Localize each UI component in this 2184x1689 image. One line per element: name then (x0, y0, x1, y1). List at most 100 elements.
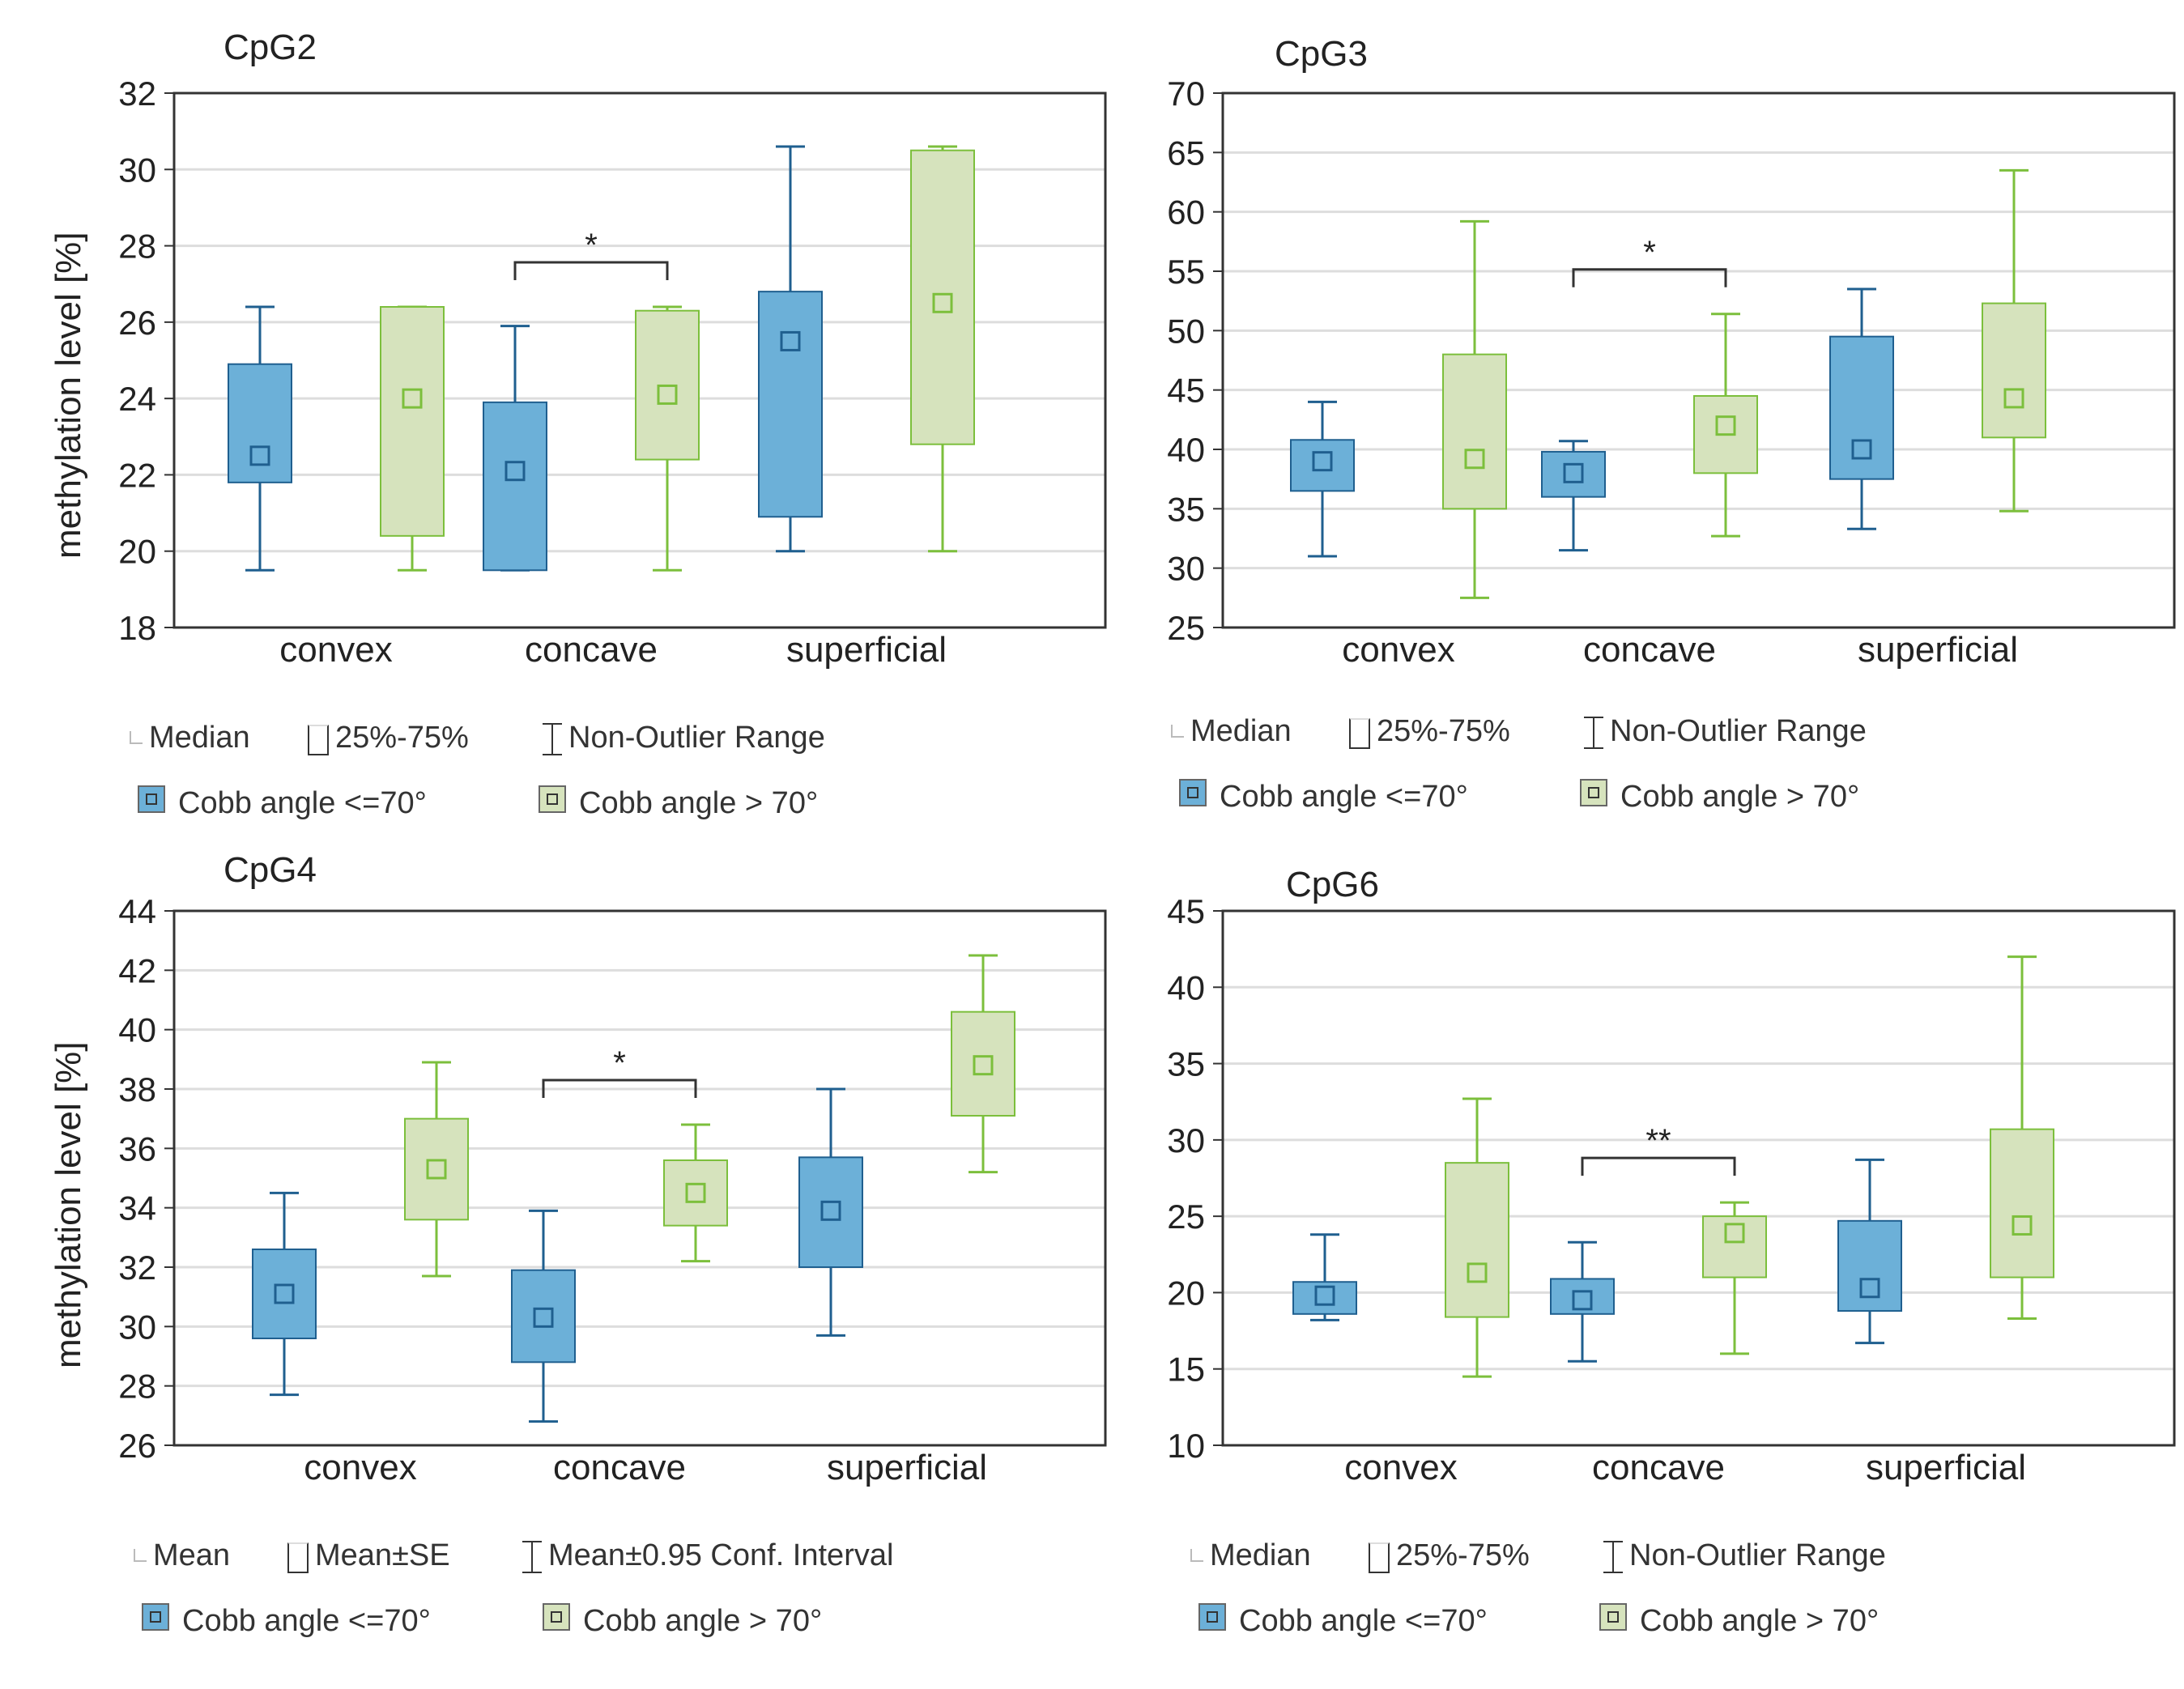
box (758, 291, 823, 518)
significance-bracket (1572, 268, 1727, 287)
y-tick-label: 28 (118, 228, 156, 266)
median-glyph-icon (1190, 1549, 1203, 1562)
box (511, 1269, 576, 1364)
center-marker (973, 1055, 994, 1076)
box (380, 306, 445, 537)
legend-iqr: 25%-75% (1369, 1538, 1530, 1573)
y-tick-label: 10 (1167, 1427, 1205, 1465)
x-tick-label: superficial (1858, 630, 2018, 670)
box (1990, 1128, 2054, 1278)
legend-median: Median (1171, 714, 1292, 749)
y-tick-label: 38 (118, 1070, 156, 1108)
x-tick-label: concave (1592, 1448, 1725, 1487)
legend-low-cobb: Cobb angle <=70° (1198, 1603, 1488, 1639)
box-glyph-icon (1369, 1542, 1390, 1573)
whisker-glyph-icon (543, 723, 562, 755)
box (228, 363, 292, 483)
median-glyph-icon (130, 731, 143, 744)
plot-frame (172, 91, 1107, 629)
y-tick-label: 50 (1167, 312, 1205, 350)
y-tick-label: 18 (118, 609, 156, 647)
y-tick-label: 20 (1167, 1274, 1205, 1312)
x-tick-label: convex (1342, 630, 1454, 670)
box (798, 1156, 863, 1269)
legend-ci: Mean±0.95 Conf. Interval (522, 1538, 893, 1573)
plot-area: 18 20 22 24 26 28 30 32 convex concave superficial… (118, 74, 1107, 670)
y-tick-label: 35 (1167, 490, 1205, 528)
blue-swatch-icon (1198, 1603, 1226, 1631)
blue-swatch-icon (142, 1603, 169, 1631)
green-swatch-icon (543, 1603, 570, 1631)
y-tick-label: 45 (1167, 892, 1205, 930)
x-tick-label: superficial (1866, 1448, 2026, 1487)
center-marker (1563, 462, 1584, 483)
whisker-glyph-icon (1584, 717, 1603, 749)
y-tick-label: 70 (1167, 74, 1205, 113)
legend-high-cobb: Cobb angle > 70° (543, 1603, 822, 1639)
chart-title: CpG4 (224, 850, 317, 890)
y-tick-label: 60 (1167, 194, 1205, 232)
box-glyph-icon (308, 725, 329, 755)
box (1829, 335, 1894, 480)
center-marker (2012, 1215, 2033, 1236)
y-tick-label: 26 (118, 304, 156, 342)
center-marker (274, 1283, 295, 1304)
box (1442, 353, 1507, 510)
x-tick-label: concave (553, 1448, 686, 1487)
center-marker (533, 1307, 554, 1328)
x-tick-label: superficial (827, 1448, 987, 1487)
plot-frame (1221, 91, 2176, 629)
y-tick-label: 20 (118, 533, 156, 571)
box (483, 401, 547, 572)
y-tick-label: 32 (118, 74, 156, 113)
y-tick-label: 28 (118, 1368, 156, 1406)
box-glyph-icon (287, 1542, 309, 1573)
box (252, 1249, 317, 1339)
y-tick-label: 25 (1167, 1198, 1205, 1236)
legend-low-cobb: Cobb angle <=70° (138, 785, 427, 821)
center-marker (249, 445, 270, 466)
box (910, 149, 975, 445)
y-tick-label: 65 (1167, 134, 1205, 172)
center-marker (1312, 451, 1333, 472)
center-marker (1467, 1262, 1488, 1283)
whisker-glyph-icon (522, 1541, 542, 1573)
legend-iqr: 25%-75% (308, 721, 469, 755)
chart-title: CpG6 (1286, 865, 1379, 904)
legend-low-cobb: Cobb angle <=70° (1179, 779, 1468, 815)
center-marker (932, 292, 953, 313)
y-tick-label: 30 (1167, 1121, 1205, 1159)
box (1702, 1215, 1767, 1278)
plot-frame (172, 909, 1107, 1447)
legend-range: Non-Outlier Range (1584, 714, 1867, 749)
x-tick-label: concave (1583, 630, 1716, 670)
significance-bracket (513, 261, 669, 280)
box (951, 1010, 1015, 1117)
chart-panel-cpg3: CpG3 25 30 35 40 45 50 55 60 65 70 convex concave su… (1101, 0, 2184, 842)
x-tick-label: convex (1344, 1448, 1457, 1487)
chart-panel-cpg6: CpG6 10 15 20 25 30 35 40 45 convex concave superf… (1101, 818, 2184, 1689)
y-tick-label: 30 (1167, 550, 1205, 588)
center-marker (1314, 1285, 1335, 1306)
legend-range: Non-Outlier Range (543, 721, 825, 755)
y-tick-label: 32 (118, 1249, 156, 1287)
legend-high-cobb: Cobb angle > 70° (539, 785, 818, 821)
center-marker (1724, 1223, 1745, 1244)
chart-title: CpG2 (224, 28, 317, 67)
box (663, 1159, 728, 1227)
chart-panel-cpg4: CpG4 methylation level [%] 26 28 30 32 34 36 3… (0, 818, 1118, 1689)
significance-label: * (585, 228, 598, 263)
median-glyph-icon (1171, 725, 1184, 738)
center-marker (780, 330, 801, 351)
plot-area: 25 30 35 40 45 50 55 60 65 70 convex concave superfi… (1167, 74, 2176, 670)
mean-glyph-icon (134, 1549, 147, 1562)
legend-range: Non-Outlier Range (1603, 1538, 1886, 1573)
center-marker (504, 461, 526, 482)
legend-median: Median (1190, 1538, 1311, 1573)
y-tick-label: 55 (1167, 253, 1205, 291)
box (1445, 1162, 1509, 1318)
legend-high-cobb: Cobb angle > 70° (1580, 779, 1859, 815)
y-tick-label: 34 (118, 1189, 156, 1227)
x-tick-label: superficial (786, 630, 947, 670)
legend-median: Median (130, 721, 250, 755)
